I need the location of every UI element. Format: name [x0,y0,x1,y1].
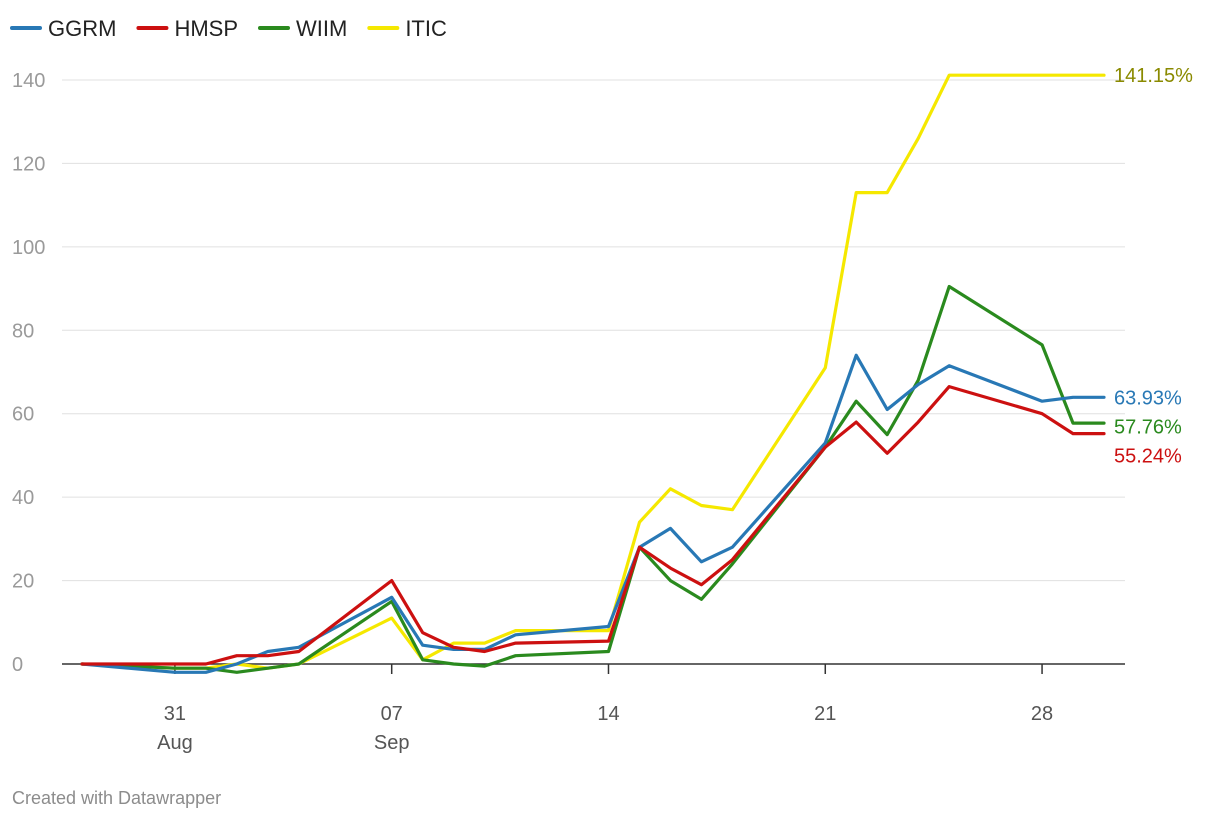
y-tick-label: 0 [12,654,23,676]
end-label-ggrm: 63.93% [1114,387,1182,409]
legend-label-ggrm: GGRM [48,16,116,41]
legend-label-itic: ITIC [405,16,447,41]
y-tick-label: 100 [12,237,45,259]
credit-text: Created with Datawrapper [12,788,222,808]
x-tick-label: 21 [814,703,836,725]
legend-label-wiim: WIIM [296,16,347,41]
legend-label-hmsp: HMSP [174,16,238,41]
x-tick-month-label: Aug [157,732,193,754]
series-lines [80,73,1106,674]
y-tick-label: 140 [12,70,45,92]
legend: GGRM HMSP WIIM ITIC [10,16,447,41]
end-label-hmsp: 55.24% [1114,445,1182,467]
series-line-wiim [80,284,1106,674]
end-label-itic: 141.15% [1114,65,1193,87]
y-axis: 0 20 40 60 80 100 120 140 [12,70,45,676]
x-tick-label: 28 [1031,703,1053,725]
y-tick-label: 80 [12,320,34,342]
x-tick-label: 07 [381,703,403,725]
x-axis: 31 Aug 07 Sep 14 21 28 [157,664,1053,754]
x-tick-month-label: Sep [374,732,410,754]
y-tick-label: 120 [12,153,45,175]
x-tick-label: 31 [164,703,186,725]
series-line-itic [80,73,1106,670]
y-tick-label: 40 [12,487,34,509]
series-line-hmsp [80,385,1106,666]
x-tick-label: 14 [597,703,619,725]
y-tick-label: 60 [12,404,34,426]
end-labels: 141.15% 63.93% 57.76% 55.24% [1114,65,1193,467]
series-line-ggrm [80,353,1106,674]
y-tick-label: 20 [12,571,34,593]
end-label-wiim: 57.76% [1114,416,1182,438]
